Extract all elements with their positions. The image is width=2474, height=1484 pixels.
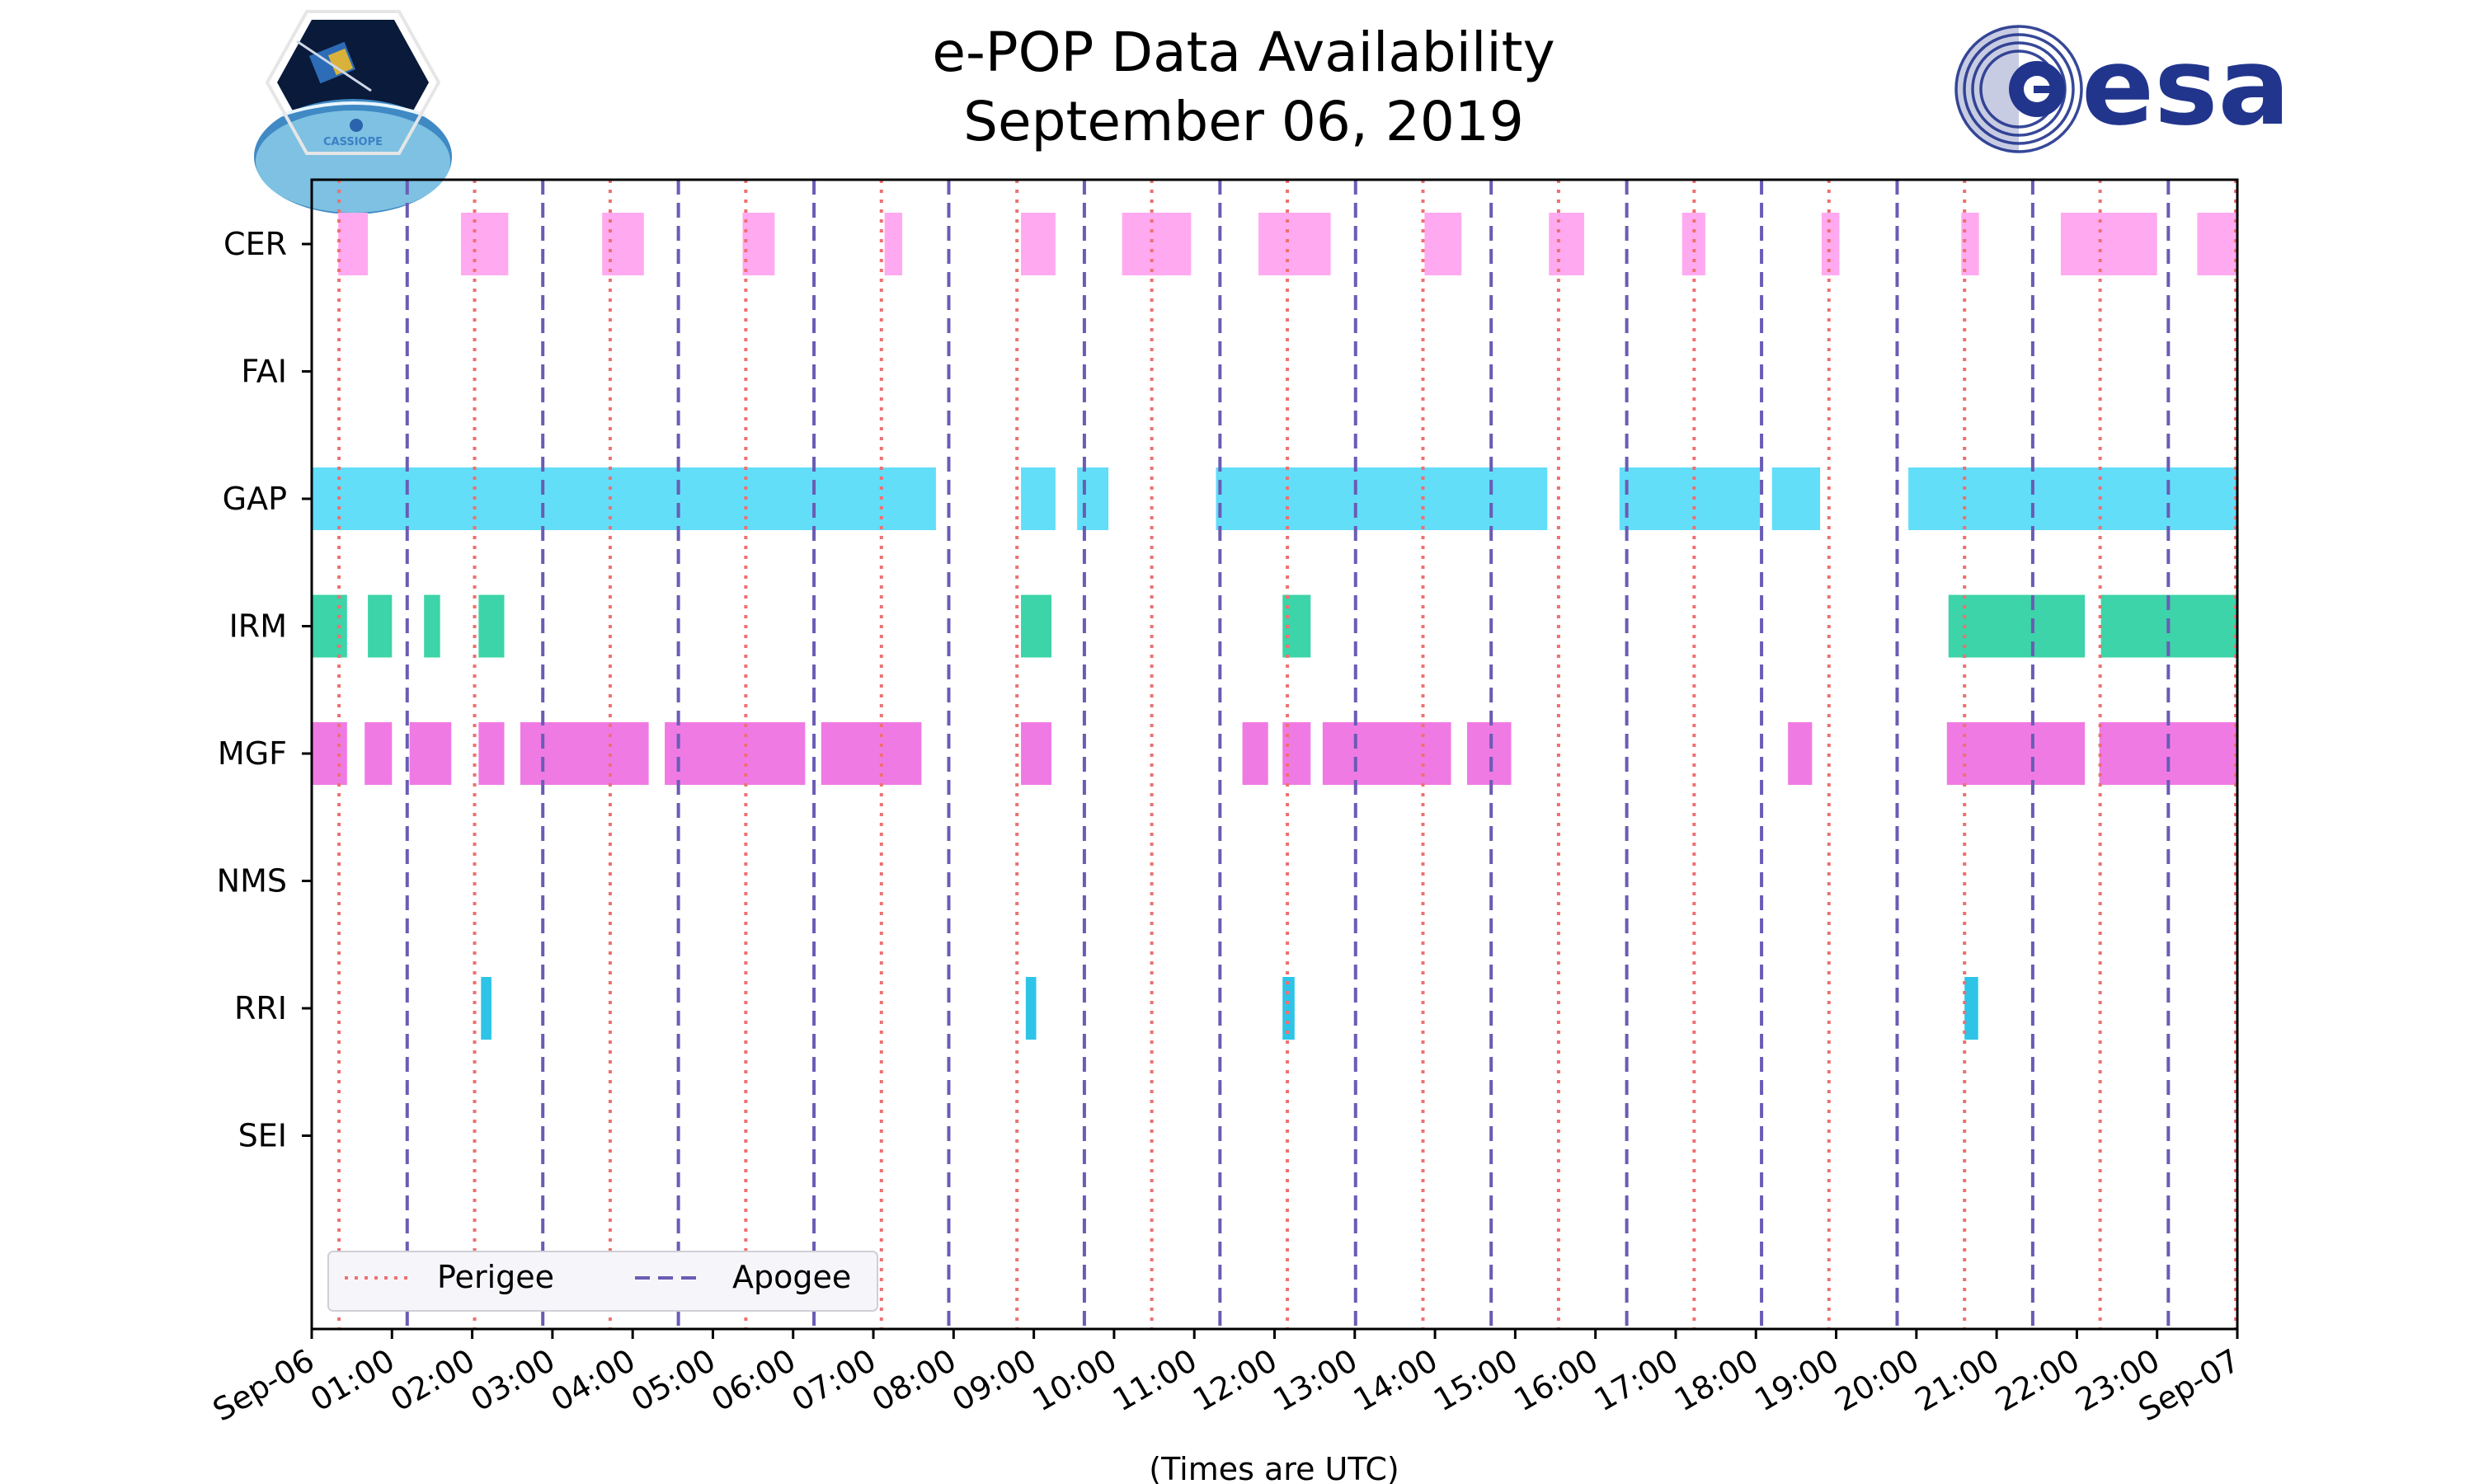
bar-cer-0 — [338, 213, 369, 275]
y-tick-label-nms: NMS — [217, 863, 287, 899]
bar-mgf-3 — [478, 722, 505, 785]
bar-gap-2 — [1077, 467, 1109, 530]
chart-title-line1: e-POP Data Availability — [932, 21, 1554, 84]
x-tick-label-1: 01:00 — [304, 1342, 401, 1419]
y-tick-label-cer: CER — [223, 226, 287, 262]
legend-apogee-label: Apogee — [732, 1259, 851, 1295]
x-tick-label-16: 16:00 — [1507, 1342, 1604, 1419]
bar-mgf-5 — [665, 722, 806, 785]
chart-title-line2: September 06, 2019 — [963, 90, 1524, 153]
bar-irm-2 — [424, 594, 440, 658]
bar-irm-4 — [1021, 594, 1052, 658]
y-tick-label-sei: SEI — [238, 1118, 287, 1154]
x-tick-label-10: 10:00 — [1027, 1342, 1123, 1419]
y-tick-label-rri: RRI — [234, 990, 287, 1026]
bar-cer-5 — [1021, 213, 1056, 275]
bar-rri-0 — [481, 977, 492, 1040]
y-tick-label-fai: FAI — [241, 354, 287, 390]
bar-cer-9 — [1549, 213, 1585, 275]
x-tick-label-6: 06:00 — [705, 1342, 802, 1419]
bar-rri-3 — [1964, 977, 1978, 1040]
x-tick-label-4: 04:00 — [545, 1342, 642, 1419]
bar-cer-3 — [742, 213, 775, 275]
bar-rri-2 — [1282, 977, 1295, 1040]
bar-gap-3 — [1216, 467, 1548, 530]
x-tick-label-21: 21:00 — [1909, 1342, 2006, 1419]
bar-gap-6 — [1908, 467, 2237, 530]
x-tick-label-0: Sep-06 — [207, 1342, 321, 1429]
bar-cer-14 — [2197, 213, 2237, 275]
bar-cer-1 — [460, 213, 509, 275]
esa-logo-text: esa — [2081, 24, 2290, 149]
cassiope-logo: CASSIOPE — [254, 10, 452, 214]
bar-cer-4 — [884, 213, 903, 275]
bar-gap-0 — [312, 467, 936, 530]
x-tick-label-19: 19:00 — [1748, 1342, 1845, 1419]
legend-perigee-label: Perigee — [437, 1259, 554, 1295]
bar-mgf-0 — [312, 722, 347, 785]
y-tick-label-mgf: MGF — [218, 735, 287, 772]
bar-mgf-12 — [1788, 722, 1813, 785]
x-tick-label-3: 03:00 — [465, 1342, 562, 1419]
x-tick-label-14: 14:00 — [1348, 1342, 1444, 1419]
bar-cer-8 — [1424, 213, 1462, 275]
x-tick-label-12: 12:00 — [1187, 1342, 1283, 1419]
bar-mgf-11 — [1467, 722, 1512, 785]
bar-gap-1 — [1021, 467, 1056, 530]
bar-cer-13 — [2060, 213, 2157, 275]
legend: Perigee Apogee — [327, 1251, 878, 1312]
bar-cer-6 — [1122, 213, 1192, 275]
bar-mgf-6 — [821, 722, 922, 785]
bar-cer-10 — [1681, 213, 1705, 275]
x-axis: Sep-0601:0002:0003:0004:0005:0006:0007:0… — [207, 1329, 2246, 1429]
x-tick-label-13: 13:00 — [1267, 1342, 1363, 1419]
bar-mgf-14 — [2099, 722, 2237, 785]
bar-mgf-8 — [1242, 722, 1268, 785]
bar-irm-6 — [1948, 594, 2086, 658]
bar-irm-1 — [368, 594, 393, 658]
x-tick-label-20: 20:00 — [1828, 1342, 1925, 1419]
bar-mgf-4 — [520, 722, 649, 785]
x-tick-label-9: 09:00 — [946, 1342, 1042, 1419]
x-axis-label: (Times are UTC) — [1149, 1451, 1399, 1484]
data-bars — [312, 213, 2237, 1040]
bar-mgf-7 — [1021, 722, 1052, 785]
x-tick-label-17: 17:00 — [1588, 1342, 1685, 1419]
y-axis: CER FAI GAP IRM MGF NMS RRI SEI — [217, 226, 312, 1154]
bar-rri-1 — [1025, 977, 1037, 1040]
x-tick-label-5: 05:00 — [625, 1342, 722, 1419]
bar-irm-3 — [478, 594, 505, 658]
bar-mgf-10 — [1322, 722, 1451, 785]
y-tick-label-irm: IRM — [229, 608, 287, 645]
x-tick-label-22: 22:00 — [1989, 1342, 2086, 1419]
orbit-markers — [337, 180, 2238, 1329]
bar-cer-2 — [602, 213, 644, 275]
bar-mgf-13 — [1946, 722, 2086, 785]
x-tick-label-11: 11:00 — [1107, 1342, 1203, 1419]
x-tick-label-18: 18:00 — [1668, 1342, 1765, 1419]
bar-irm-0 — [312, 594, 347, 658]
x-tick-label-7: 07:00 — [786, 1342, 882, 1419]
bar-cer-7 — [1258, 213, 1331, 275]
bar-gap-5 — [1771, 467, 1821, 530]
cassiope-logo-text: CASSIOPE — [323, 136, 383, 148]
x-tick-label-2: 02:00 — [384, 1342, 481, 1419]
x-tick-label-15: 15:00 — [1427, 1342, 1524, 1419]
x-tick-label-8: 08:00 — [866, 1342, 962, 1419]
bar-mgf-1 — [365, 722, 393, 785]
bar-mgf-2 — [409, 722, 452, 785]
bar-gap-4 — [1619, 467, 1761, 530]
esa-logo: esa — [1953, 23, 2290, 155]
bar-cer-11 — [1822, 213, 1840, 275]
y-tick-label-gap: GAP — [223, 481, 287, 517]
